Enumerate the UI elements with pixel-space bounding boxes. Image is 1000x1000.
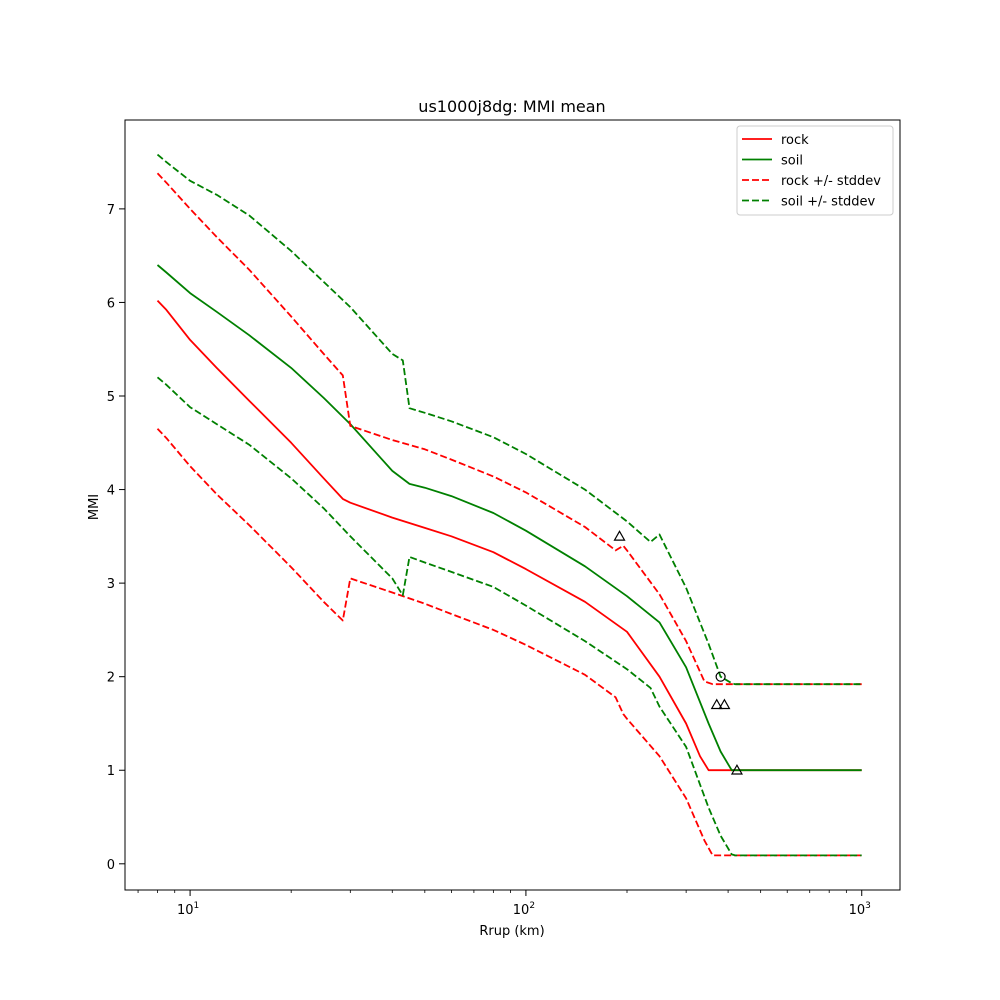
y-tick-label-7: 7	[107, 203, 115, 218]
x-tick-label-1: 102	[513, 901, 535, 918]
circle-marker-1	[715, 671, 726, 682]
x-tick-label-0: 101	[177, 901, 199, 918]
y-tick-label-5: 5	[107, 390, 115, 405]
y-tick-label-1: 1	[107, 764, 115, 779]
x-axis-label: Rrup (km)	[479, 924, 544, 939]
y-tick-label-6: 6	[107, 296, 115, 311]
plot-frame	[124, 119, 901, 891]
legend-label-2: rock +/- stddev	[781, 174, 881, 189]
y-axis-label: MMI	[87, 494, 102, 520]
triangle-marker-0	[613, 530, 626, 541]
legend-box	[736, 125, 894, 216]
y-tick-label-0: 0	[107, 858, 115, 873]
triangle-marker-4	[730, 764, 743, 775]
chart-title: us1000j8dg: MMI mean	[418, 97, 605, 116]
x-tick-label-2: 103	[849, 901, 871, 918]
series-line-4	[156, 153, 862, 686]
y-tick-label-2: 2	[107, 671, 115, 686]
triangle-marker-3	[718, 698, 731, 710]
triangle-marker-2	[710, 698, 723, 710]
series-line-2	[156, 172, 862, 686]
plot-area: 101 102 103 0 1 2 3 4 5 6 7 rock soil rock +/- stddev…	[107, 119, 901, 918]
legend-label-0: rock	[781, 133, 809, 148]
series-line-5	[156, 376, 862, 857]
series-line-1	[156, 264, 862, 772]
series-line-3	[156, 428, 862, 857]
legend: rock soil rock +/- stddev soil +/- stddev	[736, 125, 894, 216]
legend-label-3: soil +/- stddev	[781, 195, 876, 210]
series-line-0	[156, 299, 862, 772]
y-tick-label-3: 3	[107, 577, 115, 592]
legend-label-1: soil	[781, 154, 803, 169]
y-tick-label-4: 4	[107, 484, 115, 499]
